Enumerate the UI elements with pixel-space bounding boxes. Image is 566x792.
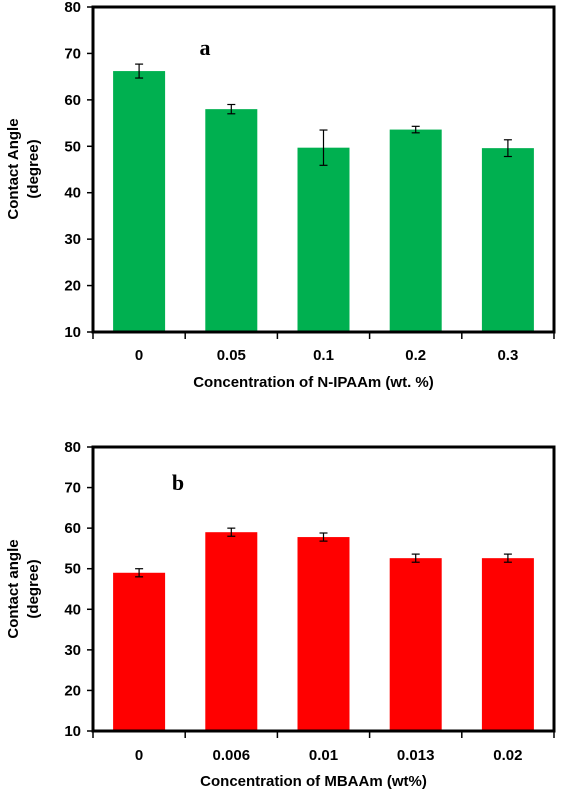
y-axis-title-line-0: Contact angle (5, 539, 22, 638)
x-tick-label: 0.2 (405, 347, 426, 364)
x-axis-title: Concentration of N-IPAAm (wt. %) (193, 374, 434, 391)
y-tick-label: 50 (64, 561, 81, 578)
y-tick-label: 20 (64, 682, 81, 699)
x-tick-label: 0.05 (217, 347, 246, 364)
y-axis-title-line-1: (degree) (25, 559, 42, 618)
x-tick-label: 0.3 (497, 347, 518, 364)
bar-b-1 (205, 532, 258, 731)
bar-a-1 (205, 109, 258, 333)
x-tick-label: 0.006 (213, 747, 251, 764)
y-tick-label: 10 (64, 324, 81, 341)
bar-b-0 (113, 572, 166, 731)
bar-b-4 (481, 558, 534, 731)
y-tick-label: 30 (64, 231, 81, 248)
y-tick-label: 20 (64, 278, 81, 295)
x-tick-label: 0 (135, 747, 143, 764)
x-tick-label: 0.013 (397, 747, 435, 764)
bar-a-0 (113, 71, 166, 333)
y-tick-label: 60 (64, 520, 81, 537)
x-tick-label: 0.02 (493, 747, 522, 764)
panel-label: a (200, 35, 211, 60)
bar-b-2 (297, 537, 350, 731)
plot-frame (91, 5, 556, 334)
y-tick-label: 80 (64, 0, 81, 16)
y-tick-label: 10 (64, 723, 81, 740)
y-tick-label: 30 (64, 642, 81, 659)
y-tick-label: 70 (64, 45, 81, 62)
y-axis-title-line-0: Contact Angle (5, 118, 22, 219)
y-tick-label: 80 (64, 439, 81, 456)
plot-frame (91, 445, 556, 733)
bar-b-3 (389, 558, 442, 731)
x-axis-title: Concentration of MBAAm (wt%) (200, 773, 427, 790)
y-axis-title-line-1: (degree) (25, 139, 42, 198)
y-tick-label: 60 (64, 92, 81, 109)
y-tick-label: 70 (64, 480, 81, 497)
bar-a-3 (389, 129, 442, 332)
bar-a-2 (297, 147, 350, 332)
panel-label: b (172, 470, 184, 495)
x-tick-label: 0.1 (313, 347, 334, 364)
y-tick-label: 40 (64, 601, 81, 618)
x-tick-label: 0.01 (309, 747, 338, 764)
y-tick-label: 50 (64, 138, 81, 155)
y-tick-label: 40 (64, 185, 81, 202)
bar-a-4 (481, 148, 534, 332)
x-tick-label: 0 (135, 347, 143, 364)
